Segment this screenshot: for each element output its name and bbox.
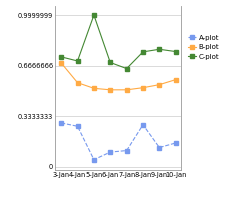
C-plot	[60, 56, 63, 58]
B-plot	[174, 78, 177, 81]
A-plot	[92, 158, 96, 161]
C-plot	[158, 48, 161, 50]
A-plot	[109, 151, 112, 153]
C-plot	[125, 67, 128, 70]
A-plot	[174, 142, 177, 144]
Line: B-plot: B-plot	[59, 61, 177, 92]
A-plot	[125, 149, 128, 152]
B-plot	[158, 83, 161, 86]
Line: A-plot: A-plot	[59, 121, 177, 161]
B-plot	[92, 87, 96, 90]
B-plot	[76, 81, 79, 84]
A-plot	[158, 146, 161, 149]
C-plot	[92, 14, 96, 16]
B-plot	[109, 89, 112, 91]
A-plot	[76, 125, 79, 127]
Legend: A-plot, B-plot, C-plot: A-plot, B-plot, C-plot	[187, 34, 220, 60]
A-plot	[141, 124, 144, 126]
C-plot	[76, 60, 79, 62]
C-plot	[174, 50, 177, 53]
Line: C-plot: C-plot	[59, 13, 177, 70]
B-plot	[125, 89, 128, 91]
B-plot	[141, 86, 144, 89]
C-plot	[141, 51, 144, 53]
C-plot	[109, 61, 112, 64]
B-plot	[60, 62, 63, 64]
A-plot	[60, 122, 63, 124]
